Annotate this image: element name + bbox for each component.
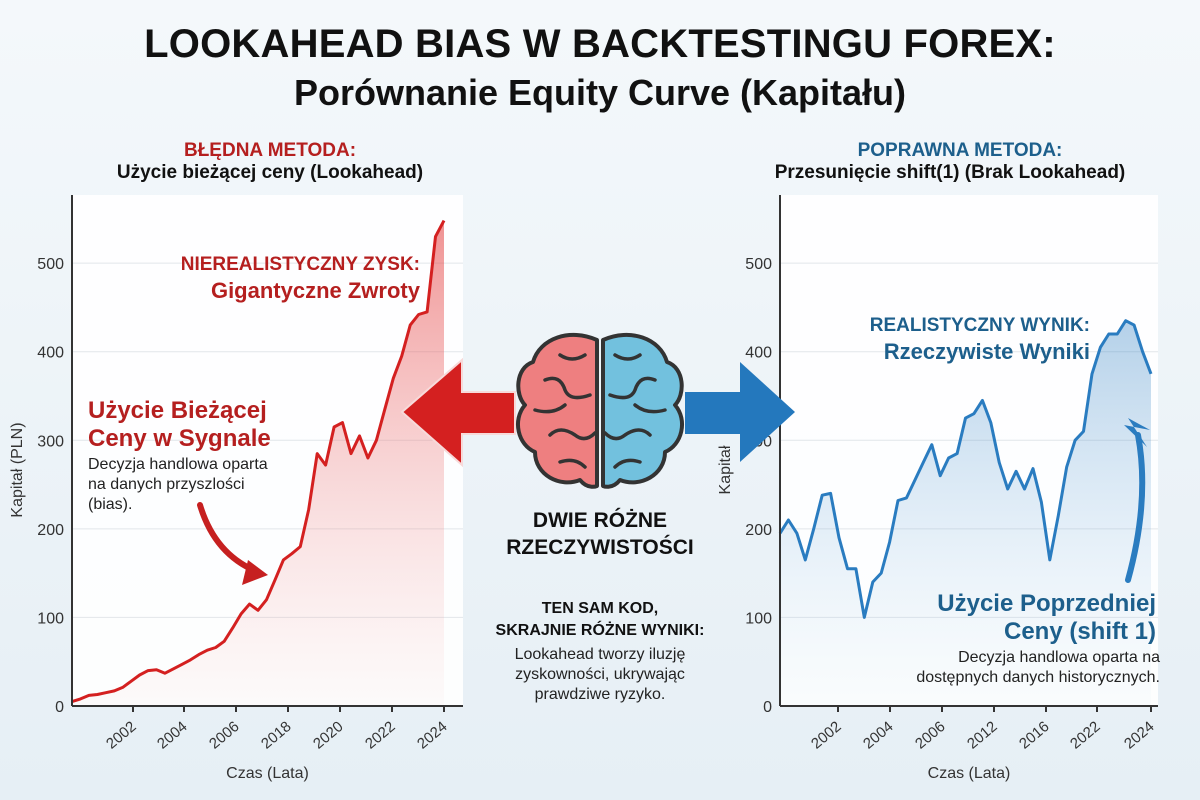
left-chart-ytick-label: 400 <box>37 345 64 362</box>
left-annotation-desc: Decyzja handlowa oparta na danych przysz… <box>88 456 268 513</box>
left-chart-xtick-label: 2002 <box>103 718 139 752</box>
left-chart-area-fill <box>72 220 444 706</box>
center-subheading-line2: SKRAJNIE RÓŻNE WYNIKI: <box>495 622 705 639</box>
center-text: Lookahead tworzy iluzję zyskowności, ukr… <box>514 646 686 703</box>
brain-icon <box>515 332 685 489</box>
left-annotation-top-line2: Gigantyczne Zwroty <box>210 278 420 303</box>
main-subtitle: Porównanie Equity Curve (Kapitału) <box>293 72 907 113</box>
left-chart-ytick-label: 100 <box>37 610 64 627</box>
right-equity-chart: 0100200300400500200220042006201220162022… <box>717 195 1158 782</box>
right-annotation-top-line1: REALISTYCZNY WYNIK: <box>869 315 1090 336</box>
main-title: LOOKAHEAD BIAS W BACKTESTINGU FOREX: <box>144 22 1056 66</box>
left-chart-ytick-label: 500 <box>37 256 64 273</box>
left-chart-xtick-label: 2020 <box>310 718 346 752</box>
right-chart-xtick-label: 2016 <box>1016 718 1052 752</box>
center-heading: DWIE RÓŻNE RZECZYWISTOŚCI <box>506 509 694 559</box>
left-chart-xtick-label: 2022 <box>362 718 398 752</box>
right-chart-xtick-label: 2024 <box>1121 718 1157 752</box>
arrow-left-icon <box>400 357 516 468</box>
right-chart-xtick-label: 2002 <box>808 718 844 752</box>
left-chart-y-axis-label: Kapitał (PLN) <box>9 422 26 517</box>
right-annotation-mid-line1: Użycie Poprzedniej <box>937 590 1156 617</box>
right-chart-ytick-label: 400 <box>745 345 772 362</box>
right-chart-y-axis-label: Kapitał <box>717 445 734 494</box>
right-chart-xtick-label: 2012 <box>964 718 1000 752</box>
center-subheading-line1: TEN SAM KOD, <box>541 600 659 617</box>
left-curved-arrow-head-icon <box>242 560 268 585</box>
right-curved-arrow-head-icon <box>1124 418 1150 447</box>
right-chart-ytick-label: 0 <box>763 699 772 716</box>
right-chart-ytick-label: 200 <box>745 522 772 539</box>
left-chart-x-axis-label: Czas (Lata) <box>226 765 309 782</box>
right-chart-xtick-label: 2004 <box>860 718 896 752</box>
right-chart-xtick-label: 2022 <box>1067 718 1103 752</box>
left-subheader: Użycie bieżącej ceny (Lookahead) <box>116 162 424 183</box>
arrow-right-icon <box>685 362 795 462</box>
right-chart-ytick-label: 500 <box>745 256 772 273</box>
left-chart-xtick-label: 2024 <box>414 718 450 752</box>
left-chart-xtick-label: 2004 <box>154 718 190 752</box>
right-subheader: Przesunięcie shift(1) (Brak Lookahead) <box>774 162 1126 183</box>
left-chart-xtick-label: 2006 <box>206 718 242 752</box>
left-annotation-mid-line1: Użycie Bieżącej <box>88 397 267 424</box>
right-annotation-top-line2: Rzeczywiste Wyniki <box>883 339 1090 364</box>
left-annotation-mid: Użycie Bieżącej Ceny w Sygnale <box>88 397 328 453</box>
right-chart-xtick-label: 2006 <box>912 718 948 752</box>
right-annotation-mid-line2: Ceny (shift 1) <box>1003 618 1156 645</box>
right-annotation-top: REALISTYCZNY WYNIK: Rzeczywiste Wyniki <box>820 313 1090 365</box>
right-chart-ytick-label: 100 <box>745 610 772 627</box>
right-header: POPRAWNA METODA: <box>857 140 1063 161</box>
right-annotation-desc: Decyzja handlowa oparta na dostępnych da… <box>916 649 1160 686</box>
left-annotation-top-line1: NIEREALISTYCZNY ZYSK: <box>180 254 420 275</box>
left-annotation-mid-line2: Ceny w Sygnale <box>88 425 271 452</box>
left-header: BŁĘDNA METODA: <box>183 140 357 161</box>
right-curved-arrow-icon <box>1125 432 1146 583</box>
left-chart-ytick-label: 300 <box>37 433 64 450</box>
right-annotation-mid: Użycie Poprzedniej Ceny (shift 1) <box>880 590 1156 646</box>
center-subheading: TEN SAM KOD, SKRAJNIE RÓŻNE WYNIKI: <box>470 598 730 642</box>
left-chart-ytick-label: 0 <box>55 699 64 716</box>
left-chart-xtick-label: 2018 <box>258 718 294 752</box>
right-chart-area-fill <box>780 320 1151 706</box>
right-chart-x-axis-label: Czas (Lata) <box>928 765 1011 782</box>
left-chart-ytick-label: 200 <box>37 522 64 539</box>
left-annotation-top: NIEREALISTYCZNY ZYSK: Gigantyczne Zwroty <box>140 252 420 304</box>
left-equity-chart: 0 100 200 300 400 500 2002 2004 2006 2018 2020 2022… <box>9 195 463 782</box>
